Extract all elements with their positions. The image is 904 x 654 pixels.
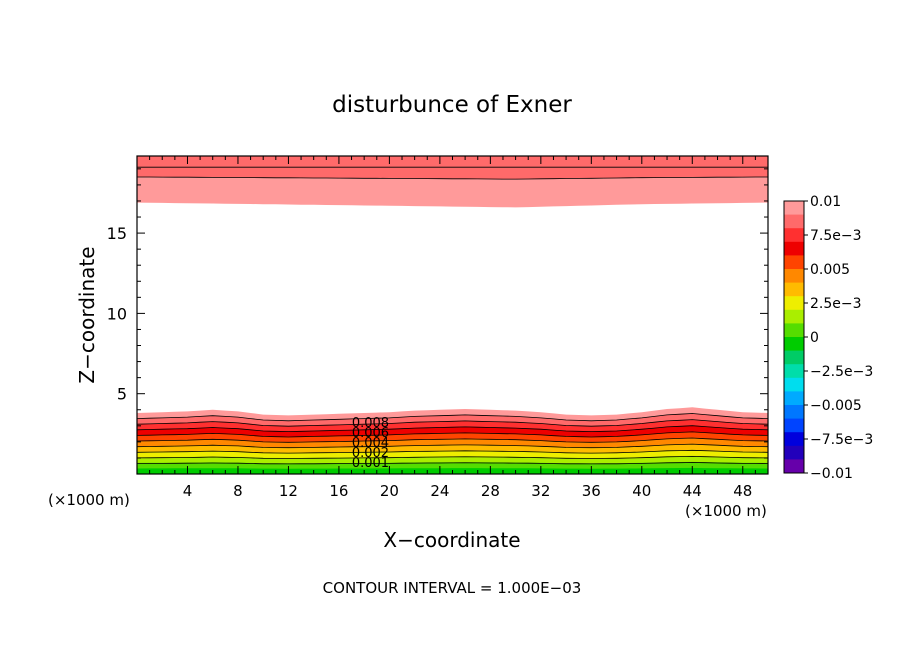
x-tick-label: 40 — [632, 482, 651, 500]
contour-lines — [136, 166, 769, 465]
plot-area — [137, 156, 768, 474]
x-tick-label: 4 — [183, 482, 193, 500]
x-tick-label: 44 — [683, 482, 702, 500]
x-tick-label: 24 — [430, 482, 449, 500]
colorbar-label: 7.5e−3 — [810, 228, 862, 244]
colorbar-swatch — [784, 323, 804, 338]
colorbar-label: −0.005 — [810, 398, 862, 414]
colorbar-label: −0.01 — [810, 466, 853, 482]
colorbar-swatch — [784, 309, 804, 324]
x-unit-right: (×1000 m) — [685, 502, 767, 520]
colorbar-swatch — [784, 255, 804, 270]
x-tick-label: 36 — [582, 482, 601, 500]
x-tick-label: 20 — [380, 482, 399, 500]
contour-interval-footer: CONTOUR INTERVAL = 1.000E−03 — [323, 579, 582, 597]
colorbar-swatch — [784, 405, 804, 420]
contour-line — [137, 176, 768, 180]
x-axis-label: X−coordinate — [383, 528, 520, 552]
contour-label: 0.004 — [352, 436, 389, 451]
colorbar-label: 0.01 — [810, 194, 841, 210]
colorbar: 0.01 7.5e−3 0.005 2.5e−3 0 −2.5e−3 −0.005 −7.5e… — [783, 194, 873, 482]
x-tick-label: 28 — [481, 482, 500, 500]
colorbar-swatch — [784, 282, 804, 297]
colorbar-swatch — [784, 241, 804, 256]
y-axis-label: Z−coordinate — [75, 246, 99, 383]
x-tick-label: 48 — [733, 482, 752, 500]
contour-label: 0.001 — [352, 456, 389, 471]
x-tick-label: 8 — [233, 482, 243, 500]
colorbar-swatch — [784, 350, 804, 365]
x-unit-left: (×1000 m) — [48, 491, 130, 509]
y-tick-label: 15 — [107, 224, 127, 243]
contour-label: 0.006 — [352, 426, 389, 441]
colorbar-label: −2.5e−3 — [810, 364, 873, 380]
contour-line — [136, 437, 769, 443]
contour-line — [136, 449, 769, 454]
contour-label: 0.002 — [352, 446, 389, 461]
contour-line — [136, 425, 769, 433]
contour-line — [136, 413, 769, 422]
y-axis-ticks: 5 10 15 — [107, 168, 768, 459]
x-axis-ticks: 4 8 12 16 20 24 28 32 36 40 44 48 — [149, 156, 756, 500]
colorbar-swatch — [784, 228, 804, 243]
contour-line — [136, 419, 769, 427]
x-tick-label: 32 — [531, 482, 550, 500]
contour-line — [136, 455, 769, 459]
colorbar-swatch — [784, 269, 804, 284]
colorbar-swatch — [784, 432, 804, 447]
colorbar-label: 0 — [810, 330, 819, 346]
chart-title: disturbunce of Exner — [332, 92, 572, 118]
contour-line — [136, 443, 769, 449]
contour-line — [136, 462, 769, 465]
y-tick-label: 5 — [117, 385, 127, 404]
y-tick-label: 10 — [107, 304, 127, 323]
colorbar-swatch — [784, 201, 804, 216]
colorbar-swatch — [784, 391, 804, 406]
colorbar-swatch — [784, 445, 804, 460]
contour-line — [136, 431, 769, 438]
colorbar-label: 2.5e−3 — [810, 296, 862, 312]
colorbar-swatch — [784, 377, 804, 392]
colorbar-label: −7.5e−3 — [810, 432, 873, 448]
colorbar-label: 0.005 — [810, 262, 850, 278]
colorbar-swatch — [784, 214, 804, 229]
colorbar-swatch — [784, 459, 804, 474]
colorbar-swatch — [784, 337, 804, 352]
colorbar-swatch — [784, 296, 804, 311]
x-tick-label: 16 — [329, 482, 348, 500]
colorbar-swatch — [784, 364, 804, 379]
colorbar-swatch — [784, 418, 804, 433]
contour-label: 0.008 — [352, 416, 389, 431]
x-tick-label: 12 — [279, 482, 298, 500]
